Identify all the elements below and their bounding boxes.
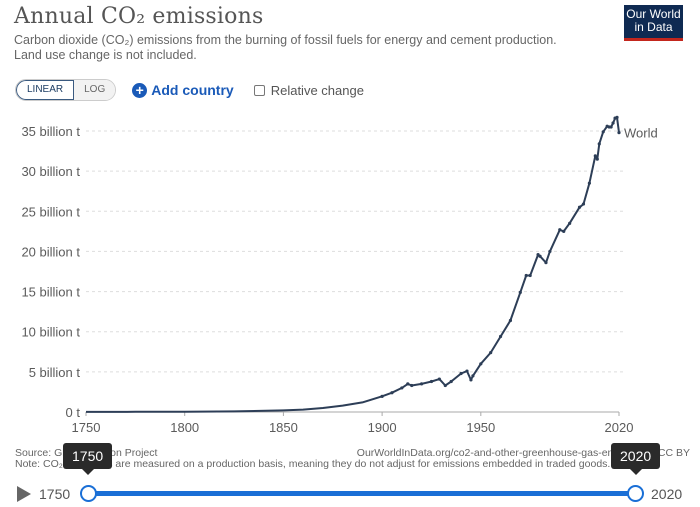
series-label: World	[624, 126, 658, 141]
y-axis-ticks: 0 t 5 billion t 10 billion t 15 billion t 20…	[21, 124, 80, 420]
data-point[interactable]	[568, 221, 572, 225]
data-point[interactable]	[524, 273, 528, 278]
data-point[interactable]	[617, 131, 621, 135]
timeline-start-handle[interactable]	[80, 485, 97, 502]
data-point[interactable]	[410, 383, 414, 388]
y-tick-label: 20 billion t	[21, 244, 80, 259]
data-point[interactable]	[528, 273, 532, 278]
chart-subtitle: Carbon dioxide (CO₂) emissions from the …	[14, 33, 594, 63]
data-point[interactable]	[587, 181, 591, 185]
data-point[interactable]	[558, 228, 562, 232]
relative-change-label: Relative change	[270, 82, 364, 98]
data-point[interactable]	[593, 154, 597, 158]
chart-title: Annual CO₂ emissions	[14, 4, 264, 29]
y-tick-label: 35 billion t	[21, 124, 80, 139]
owid-logo[interactable]: Our World in Data	[624, 5, 683, 41]
data-point[interactable]	[581, 202, 586, 206]
data-point[interactable]	[469, 378, 473, 382]
series-world: World	[85, 115, 658, 413]
data-point[interactable]	[498, 334, 503, 339]
add-country-button[interactable]: + Add country	[132, 82, 234, 98]
note-text: Note: CO₂ emissions are measured on a pr…	[15, 458, 611, 470]
line-chart: 0 t 5 billion t 10 billion t 15 billion t 20…	[21, 115, 658, 435]
source-url-link[interactable]: OurWorldInData.org/co2-and-other-greenho…	[356, 448, 690, 459]
data-point[interactable]	[518, 290, 522, 294]
y-tick-label: 30 billion t	[21, 164, 80, 179]
play-icon[interactable]	[17, 486, 31, 502]
subtitle-line-2: Land use change is not included.	[14, 48, 197, 62]
data-point[interactable]	[601, 130, 605, 134]
data-point[interactable]	[597, 142, 601, 146]
data-point[interactable]	[390, 391, 394, 395]
timeline-slider: 1750 2020	[15, 484, 695, 504]
gridlines	[86, 130, 624, 373]
y-tick-label: 5 billion t	[29, 365, 81, 380]
end-year-tooltip: 2020	[611, 443, 661, 475]
data-point[interactable]	[544, 261, 548, 265]
data-point[interactable]	[406, 382, 410, 386]
data-point[interactable]	[479, 362, 483, 366]
data-point[interactable]	[437, 377, 441, 381]
timeline-end-handle[interactable]	[627, 485, 644, 502]
start-year-tooltip: 1750	[63, 443, 113, 475]
data-point[interactable]	[538, 254, 542, 258]
y-tick-label: 0 t	[66, 405, 81, 420]
data-point[interactable]	[419, 382, 424, 386]
data-point[interactable]	[471, 374, 475, 378]
data-point[interactable]	[611, 121, 615, 125]
x-tick-label: 1750	[72, 420, 101, 435]
data-point[interactable]	[489, 350, 493, 355]
data-point[interactable]	[577, 205, 582, 209]
timeline-track[interactable]	[88, 491, 636, 496]
data-point[interactable]	[459, 371, 463, 376]
data-point[interactable]	[465, 369, 469, 373]
log-scale-button[interactable]: LOG	[74, 80, 116, 100]
relative-change-checkbox[interactable]: Relative change	[253, 82, 364, 98]
subtitle-line-1: Carbon dioxide (CO₂) emissions from the …	[14, 33, 557, 47]
data-point[interactable]	[508, 318, 513, 323]
y-tick-label: 25 billion t	[21, 204, 80, 219]
x-tick-label: 1950	[466, 420, 495, 435]
y-tick-label: 10 billion t	[21, 325, 80, 340]
data-point[interactable]	[548, 249, 552, 254]
x-tick-label: 1800	[170, 420, 199, 435]
data-point[interactable]	[449, 379, 453, 384]
checkbox-icon	[253, 84, 265, 96]
data-point[interactable]	[595, 157, 599, 161]
data-point[interactable]	[443, 383, 447, 388]
chart-controls: LINEAR LOG + Add country Relative change	[15, 79, 364, 101]
data-point[interactable]	[400, 386, 404, 390]
x-tick-label: 2020	[605, 420, 634, 435]
data-point[interactable]	[429, 379, 434, 384]
plus-circle-icon: +	[132, 82, 148, 98]
timeline-start-label: 1750	[39, 486, 71, 502]
y-tick-label: 15 billion t	[21, 285, 80, 300]
logo-line-2: in Data	[634, 20, 673, 34]
x-tick-label: 1900	[368, 420, 397, 435]
data-point[interactable]	[609, 125, 613, 129]
data-point[interactable]	[380, 394, 384, 398]
x-axis: 1750 1800 1850 1900 1950 2020	[72, 411, 634, 435]
data-point[interactable]	[562, 229, 566, 233]
add-country-label: Add country	[151, 82, 234, 98]
x-tick-label: 1850	[269, 420, 298, 435]
logo-line-1: Our World	[626, 7, 681, 21]
scale-toggle: LINEAR LOG	[15, 79, 117, 101]
series-line-world[interactable]	[85, 116, 620, 413]
timeline-end-label: 2020	[651, 486, 683, 502]
linear-scale-button[interactable]: LINEAR	[16, 80, 75, 100]
chart-footer: Source: Global Carbon Project OurWorldIn…	[15, 448, 690, 470]
data-point[interactable]	[615, 115, 619, 119]
